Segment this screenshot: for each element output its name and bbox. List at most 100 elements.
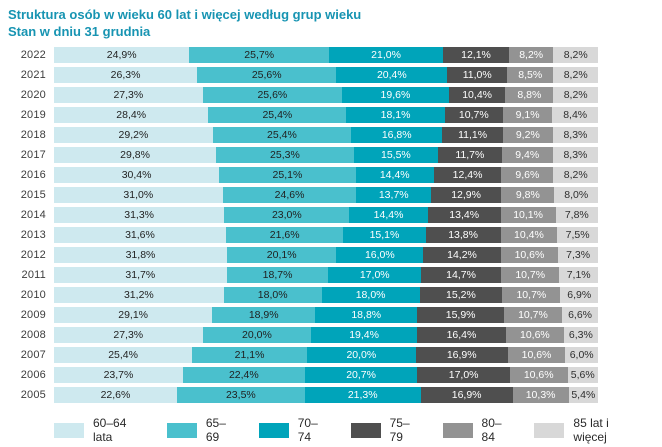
bar-segment-65-69: 20,0% <box>202 327 312 343</box>
bar-track: 31,6% 21,6% 15,1% 13,8% 10,4% 7,5% <box>54 227 598 243</box>
bar-segment-65-69: 25,4% <box>208 107 347 123</box>
bar-segment-70-74: 18,1% <box>346 107 445 123</box>
legend-label: 85 lat i więcej <box>573 416 609 444</box>
bar-segment-80-84: 9,2% <box>502 127 553 143</box>
bar-segment-75-79: 12,4% <box>433 167 502 183</box>
bar-segment-85plus: 6,6% <box>562 307 598 323</box>
year-label: 2008 <box>20 329 46 341</box>
legend-swatch-85plus <box>534 422 565 438</box>
bar-segment-85plus: 8,2% <box>553 47 599 63</box>
bar-track: 23,7% 22,4% 20,7% 17,0% 10,6% 5,6% <box>54 367 598 383</box>
bar-track: 27,3% 20,0% 19,4% 16,4% 10,6% 6,3% <box>54 327 598 343</box>
bar-segment-65-69: 21,1% <box>192 347 307 363</box>
chart-header: Struktura osób w wieku 60 lat i więcej w… <box>8 6 662 40</box>
year-label: 2009 <box>20 309 46 321</box>
bar-segment-70-74: 20,7% <box>304 367 418 383</box>
chart-row: 2014 31,3% 23,0% 14,4% 13,4% 10,1% 7,8% <box>8 207 598 223</box>
bar-segment-65-69: 25,1% <box>219 167 356 183</box>
chart-row: 2015 31,0% 24,6% 13,7% 12,9% 9,8% 8,0% <box>8 187 598 203</box>
bar-segment-80-84: 10,6% <box>506 327 564 343</box>
bar-segment-85plus: 7,3% <box>558 247 598 263</box>
bar-segment-80-84: 8,2% <box>508 47 554 63</box>
year-label: 2021 <box>20 69 46 81</box>
legend-item-70-74: 70–74 <box>258 416 326 444</box>
bar-segment-75-79: 17,0% <box>417 367 510 383</box>
year-label: 2018 <box>20 129 46 141</box>
bar-segment-60-64: 31,8% <box>54 247 227 263</box>
bar-track: 28,4% 25,4% 18,1% 10,7% 9,1% 8,4% <box>54 107 598 123</box>
bar-segment-70-74: 13,7% <box>356 187 431 203</box>
bar-segment-80-84: 9,6% <box>501 167 554 183</box>
bar-segment-65-69: 25,6% <box>202 87 343 103</box>
year-label: 2016 <box>20 169 46 181</box>
bar-segment-65-69: 23,0% <box>224 207 350 223</box>
bar-track: 31,0% 24,6% 13,7% 12,9% 9,8% 8,0% <box>54 187 598 203</box>
bar-segment-75-79: 11,1% <box>442 127 503 143</box>
bar-segment-65-69: 25,6% <box>197 67 337 83</box>
bar-segment-75-79: 13,8% <box>425 227 501 243</box>
bar-track: 27,3% 25,6% 19,6% 10,4% 8,8% 8,2% <box>54 87 598 103</box>
legend-label: 65–69 <box>205 416 226 444</box>
bar-segment-85plus: 8,4% <box>552 107 598 123</box>
bar-track: 29,2% 25,4% 16,8% 11,1% 9,2% 8,3% <box>54 127 598 143</box>
bar-segment-70-74: 21,3% <box>304 387 421 403</box>
chart-title: Struktura osób w wieku 60 lat i więcej w… <box>8 7 362 22</box>
bar-segment-85plus: 6,3% <box>563 327 598 343</box>
bar-segment-75-79: 14,7% <box>421 267 502 283</box>
chart-row: 2020 27,3% 25,6% 19,6% 10,4% 8,8% 8,2% <box>8 87 598 103</box>
legend-swatch-70-74 <box>258 422 289 438</box>
bar-segment-60-64: 31,7% <box>54 267 227 283</box>
bar-segment-75-79: 12,1% <box>443 47 509 63</box>
bar-segment-80-84: 10,6% <box>509 367 568 383</box>
bar-segment-60-64: 29,2% <box>54 127 213 143</box>
bar-segment-70-74: 14,4% <box>349 207 428 223</box>
bar-segment-70-74: 18,0% <box>321 287 420 303</box>
chart-row: 2011 31,7% 18,7% 17,0% 14,7% 10,7% 7,1% <box>8 267 598 283</box>
bar-segment-85plus: 8,3% <box>552 127 598 143</box>
bar-segment-80-84: 9,8% <box>501 187 555 203</box>
bar-segment-75-79: 15,2% <box>419 287 503 303</box>
bar-segment-65-69: 18,0% <box>223 287 322 303</box>
bar-segment-70-74: 16,0% <box>336 247 424 263</box>
chart-row: 2021 26,3% 25,6% 20,4% 11,0% 8,5% 8,2% <box>8 67 598 83</box>
bar-segment-80-84: 9,1% <box>502 107 553 123</box>
bar-segment-85plus: 8,2% <box>553 67 598 83</box>
bar-segment-75-79: 11,7% <box>438 147 502 163</box>
bar-segment-85plus: 7,5% <box>557 227 598 243</box>
legend-label: 75–79 <box>389 416 410 444</box>
bar-segment-60-64: 31,2% <box>54 287 224 303</box>
bar-segment-60-64: 29,8% <box>54 147 217 163</box>
bar-segment-70-74: 15,5% <box>353 147 439 163</box>
chart-row: 2006 23,7% 22,4% 20,7% 17,0% 10,6% 5,6% <box>8 367 598 383</box>
bar-segment-70-74: 20,4% <box>336 67 448 83</box>
bar-segment-80-84: 8,5% <box>507 67 554 83</box>
chart-row: 2016 30,4% 25,1% 14,4% 12,4% 9,6% 8,2% <box>8 167 598 183</box>
chart-row: 2013 31,6% 21,6% 15,1% 13,8% 10,4% 7,5% <box>8 227 598 243</box>
bar-segment-65-69: 18,9% <box>212 307 316 323</box>
legend-item-80-84: 80–84 <box>442 416 510 444</box>
bar-segment-65-69: 18,7% <box>226 267 329 283</box>
year-label: 2015 <box>20 189 46 201</box>
chart-row: 2022 24,9% 25,7% 21,0% 12,1% 8,2% 8,2% <box>8 47 599 63</box>
chart-row: 2005 22,6% 23,5% 21,3% 16,9% 10,3% 5,4% <box>8 387 598 403</box>
chart-row: 2009 29,1% 18,9% 18,8% 15,9% 10,7% 6,6% <box>8 307 598 323</box>
bar-segment-80-84: 10,7% <box>501 267 560 283</box>
bar-track: 30,4% 25,1% 14,4% 12,4% 9,6% 8,2% <box>54 167 598 183</box>
bar-segment-65-69: 25,4% <box>212 127 352 143</box>
bar-segment-65-69: 25,7% <box>189 47 329 63</box>
bar-segment-70-74: 14,4% <box>355 167 434 183</box>
bar-segment-85plus: 8,2% <box>553 87 598 103</box>
bar-segment-75-79: 14,2% <box>423 247 501 263</box>
bar-segment-75-79: 10,7% <box>444 107 503 123</box>
bar-segment-80-84: 10,4% <box>500 227 558 243</box>
bar-segment-70-74: 21,0% <box>329 47 444 63</box>
bar-track: 24,9% 25,7% 21,0% 12,1% 8,2% 8,2% <box>54 47 599 63</box>
bar-segment-60-64: 28,4% <box>54 107 209 123</box>
legend-label: 70–74 <box>297 416 318 444</box>
bar-track: 26,3% 25,6% 20,4% 11,0% 8,5% 8,2% <box>54 67 598 83</box>
bar-segment-60-64: 26,3% <box>54 67 198 83</box>
bar-segment-70-74: 15,1% <box>343 227 426 243</box>
legend-swatch-65-69 <box>166 422 197 438</box>
year-label: 2020 <box>20 89 46 101</box>
